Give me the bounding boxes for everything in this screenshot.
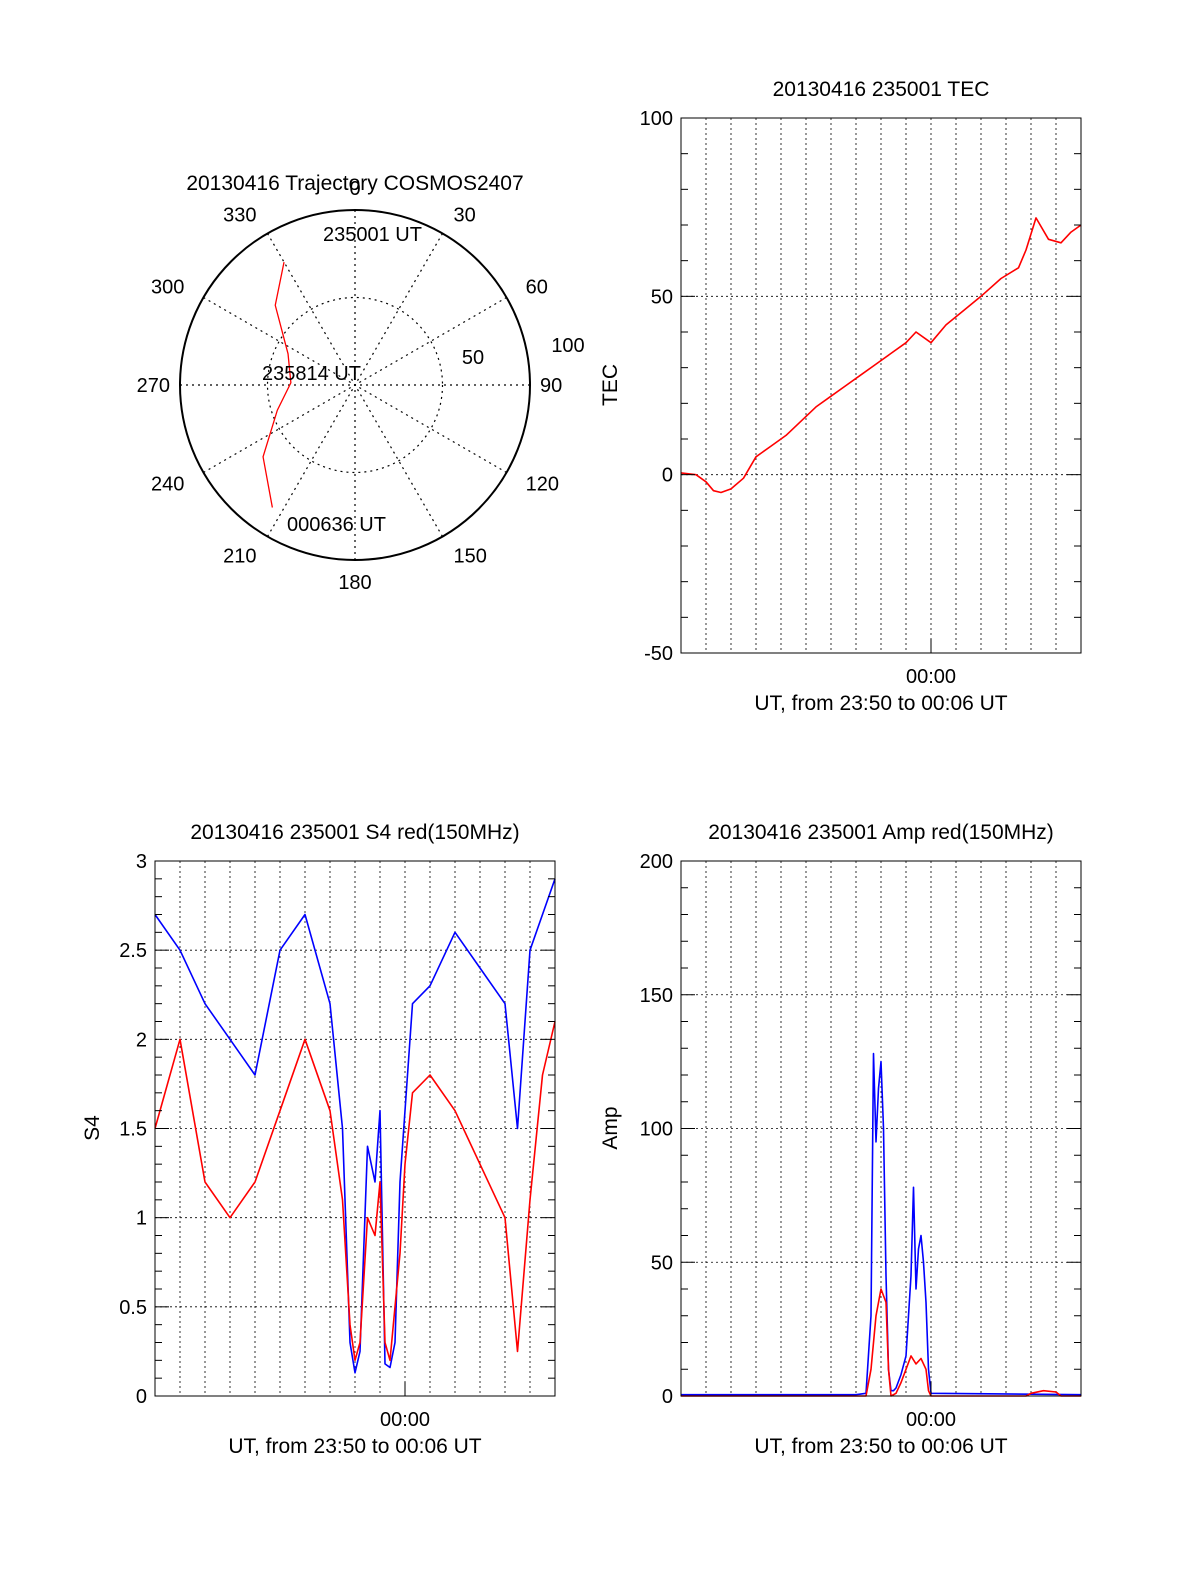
tec-plot-frame (680, 117, 1082, 654)
polar-ring-50 (266, 296, 444, 474)
trajectory-title: 20130416 Trajectory COSMOS2407 (186, 172, 523, 195)
s4-y-axis-label: S4 (81, 1115, 104, 1141)
tec-ytick-label: 0 (662, 465, 673, 487)
s4-series-blue (154, 878, 556, 1374)
tec-series-red (680, 217, 1082, 494)
s4-ytick-label: 2.5 (119, 940, 147, 962)
s4-title: 20130416 235001 S4 red(150MHz) (190, 821, 519, 844)
s4-series (154, 878, 556, 1374)
amp-ytick-label: 200 (640, 851, 673, 873)
s4-grid (155, 861, 555, 1396)
amp-title: 20130416 235001 Amp red(150MHz) (708, 821, 1054, 844)
polar-outer-circle (179, 209, 531, 561)
tec-y-axis-label: TEC (599, 364, 622, 406)
tec-ytick-label: 100 (640, 108, 673, 130)
polar-grid (180, 210, 530, 560)
s4-ytick-label: 0.5 (119, 1297, 147, 1319)
tec-ytick-label: -50 (644, 643, 673, 665)
annotation-start-time: 235001 UT (323, 224, 422, 246)
trajectory-track (262, 261, 292, 508)
s4-panel: 20130416 235001 S4 red(150MHz) 0 0.5 1 1.5 2… (81, 821, 556, 1458)
s4-ytick-label: 1.5 (119, 1119, 147, 1141)
s4-ytick-label: 3 (136, 851, 147, 873)
amp-grid (681, 861, 1081, 1396)
azimuth-label-240: 240 (151, 474, 184, 496)
s4-ticks: 0 0.5 1 1.5 2 2.5 3 00:00 (119, 851, 555, 1431)
azimuth-label-330: 330 (223, 204, 256, 226)
amp-panel: 20130416 235001 Amp red(150MHz) 0 50 100 15… (599, 821, 1082, 1458)
azimuth-label-210: 210 (223, 546, 256, 568)
azimuth-label-300: 300 (151, 277, 184, 299)
polar-azimuth-labels: 0 30 60 90 120 150 180 210 240 270 300 3… (137, 178, 563, 594)
tec-ticks: -50 0 50 100 00:00 (640, 108, 1081, 688)
azimuth-label-270: 270 (137, 375, 170, 397)
s4-ytick-label: 2 (136, 1029, 147, 1051)
azimuth-label-60: 60 (526, 277, 548, 299)
tec-panel: 20130416 235001 TEC -50 0 50 100 00:00 TEC U… (599, 78, 1082, 715)
annotation-mid-time: 235814 UT (262, 363, 361, 385)
azimuth-label-150: 150 (454, 546, 487, 568)
amp-ytick-label: 100 (640, 1119, 673, 1141)
amp-ytick-label: 50 (651, 1252, 673, 1274)
annotation-end-time: 000636 UT (287, 514, 386, 536)
amp-xtick-label: 00:00 (906, 1409, 956, 1431)
radial-label-50: 50 (462, 347, 484, 369)
azimuth-label-30: 30 (454, 204, 476, 226)
tec-x-axis-label: UT, from 23:50 to 00:06 UT (754, 692, 1007, 715)
amp-series-blue (681, 1052, 1082, 1396)
tec-title: 20130416 235001 TEC (773, 78, 990, 101)
azimuth-label-90: 90 (540, 375, 562, 397)
s4-x-axis-label: UT, from 23:50 to 00:06 UT (228, 1435, 481, 1458)
s4-xtick-label: 00:00 (380, 1409, 430, 1431)
tec-series (680, 217, 1082, 494)
s4-ytick-label: 0 (136, 1386, 147, 1408)
amp-ticks: 0 50 100 150 200 00:00 (640, 851, 1081, 1431)
tec-xtick-label: 00:00 (906, 666, 956, 688)
tec-ytick-label: 50 (651, 286, 673, 308)
radial-label-100: 100 (551, 335, 584, 357)
trajectory-panel: 20130416 Trajectory COSMOS2407 0 30 60 9… (137, 172, 585, 594)
amp-x-axis-label: UT, from 23:50 to 00:06 UT (754, 1435, 1007, 1458)
amp-ytick-label: 150 (640, 985, 673, 1007)
azimuth-label-180: 180 (338, 572, 371, 594)
azimuth-label-0: 0 (349, 178, 360, 200)
amp-y-axis-label: Amp (599, 1106, 622, 1149)
s4-series-red (154, 1021, 556, 1362)
polar-spoke (266, 233, 444, 537)
tec-grid (681, 118, 1081, 653)
amp-series (681, 1052, 1082, 1397)
amp-ytick-label: 0 (662, 1386, 673, 1408)
s4-ytick-label: 1 (136, 1208, 147, 1230)
azimuth-label-120: 120 (526, 474, 559, 496)
amp-series-red (681, 1288, 1081, 1397)
